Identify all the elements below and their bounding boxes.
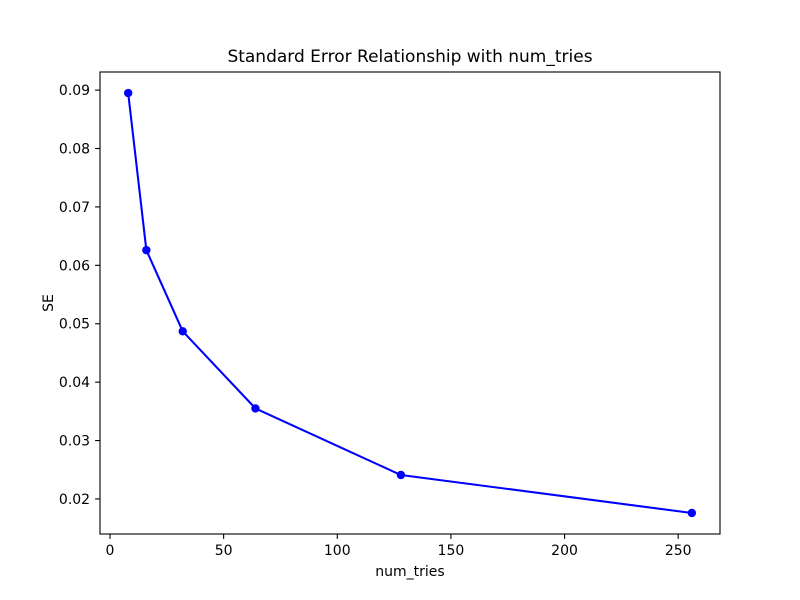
data-point-marker [396,470,406,480]
data-point-marker [178,327,187,336]
y-tick-label: 0.09 [59,83,90,99]
plot-series-layer [123,88,697,518]
x-tick-label: 150 [438,543,465,559]
x-tick-label: 0 [106,543,115,559]
plot-line [127,92,692,515]
y-tick-label: 0.08 [59,142,90,158]
x-tick-label: 100 [324,543,351,559]
y-tick-label: 0.04 [59,375,90,391]
y-tick-label: 0.06 [59,258,90,274]
y-axis-label: SE [41,294,57,312]
y-tick-label: 0.07 [59,200,90,216]
axes-frame [99,71,721,535]
data-point-marker [251,404,260,413]
y-tick-label: 0.05 [59,317,90,333]
x-tick-label: 50 [215,543,233,559]
chart-title: Standard Error Relationship with num_tri… [227,47,592,67]
y-tick-label: 0.03 [59,434,90,450]
data-point-marker [123,88,133,98]
data-point-marker [687,508,697,518]
data-point-marker [142,245,151,255]
x-axis-label: num_tries [375,564,444,580]
x-tick-label: 200 [551,543,578,559]
axes-layer: 0 50 100 150 200 250 0.02 0.03 0.04 0.05 0.06 0.07 0… [59,71,721,559]
x-tick-label: 250 [665,543,692,559]
y-tick-label: 0.02 [59,492,90,508]
